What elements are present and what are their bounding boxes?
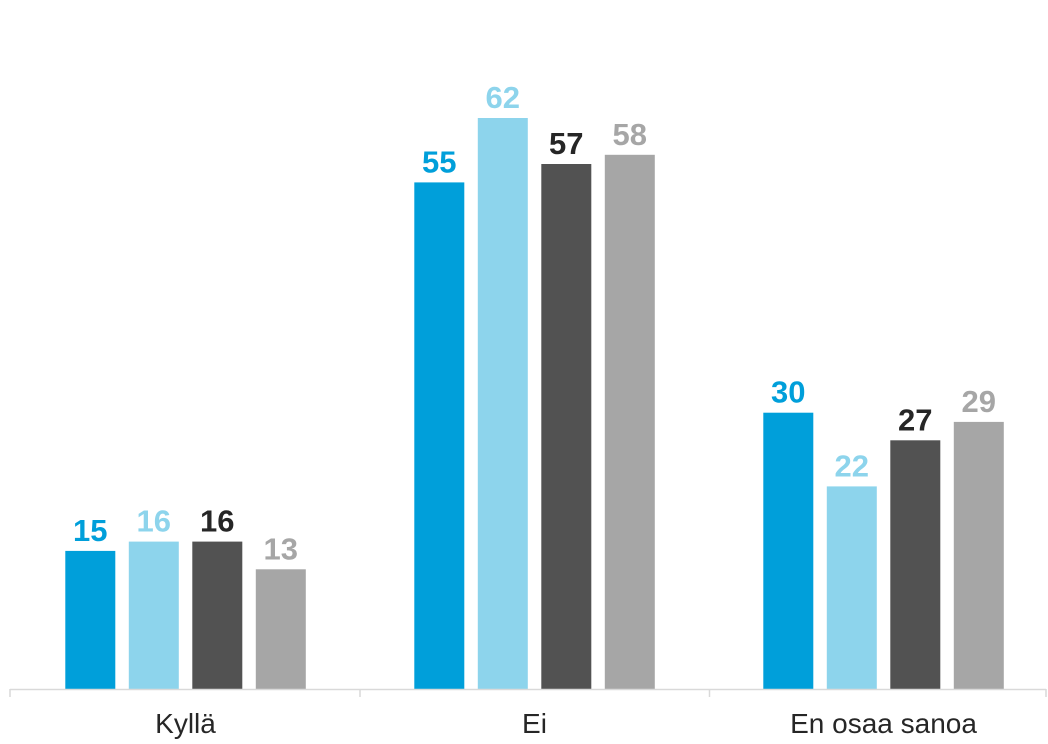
x-tick-label: Kyllä bbox=[155, 708, 216, 739]
data-label: 30 bbox=[771, 375, 805, 410]
bar-1-series-3 bbox=[192, 541, 243, 689]
data-labels-layer: 15 16 16 13 55 62 57 58 30 22 27 29 bbox=[73, 80, 996, 566]
bar-2-series-1 bbox=[414, 182, 465, 689]
data-label: 16 bbox=[200, 504, 234, 539]
bar-1-series-2 bbox=[128, 541, 179, 689]
bar-1-series-4 bbox=[255, 569, 306, 689]
data-label: 29 bbox=[962, 384, 996, 419]
data-label: 55 bbox=[422, 144, 456, 179]
data-label: 16 bbox=[137, 504, 171, 539]
bar-2-series-2 bbox=[477, 118, 528, 689]
bar-3-series-2 bbox=[826, 486, 877, 689]
bar-3-series-3 bbox=[890, 440, 941, 689]
x-tick-label: Ei bbox=[522, 708, 547, 739]
x-axis: Kyllä Ei En osaa sanoa bbox=[9, 688, 1047, 739]
data-label: 62 bbox=[486, 80, 520, 115]
data-label: 15 bbox=[73, 513, 107, 548]
x-tick-label: En osaa sanoa bbox=[790, 708, 977, 739]
bars-layer bbox=[65, 118, 1004, 690]
data-label: 22 bbox=[835, 448, 869, 483]
data-label: 27 bbox=[898, 402, 932, 437]
data-label: 58 bbox=[613, 117, 647, 152]
bar-3-series-4 bbox=[953, 421, 1004, 689]
bar-1-series-1 bbox=[65, 550, 116, 690]
data-label: 57 bbox=[549, 126, 583, 161]
bar-2-series-4 bbox=[604, 154, 655, 690]
bar-3-series-1 bbox=[763, 412, 814, 689]
bar-2-series-3 bbox=[541, 164, 592, 689]
data-label: 13 bbox=[264, 531, 298, 566]
